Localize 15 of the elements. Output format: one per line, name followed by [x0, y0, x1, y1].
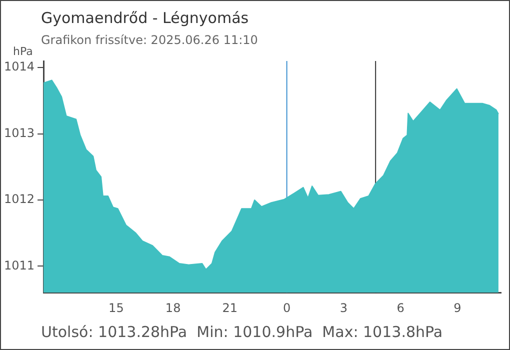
- x-tick-label: 9: [454, 300, 462, 315]
- y-tick-label: 1013: [4, 126, 35, 140]
- x-tick-label: 21: [222, 300, 238, 315]
- x-tick-label: 15: [108, 300, 124, 315]
- x-tick-label: 3: [340, 300, 348, 315]
- text: Utolsó: 1013.28hPa Min: 1010.9hPa Max: 1013.8hPa: [41, 323, 443, 341]
- y-tick-label: 1014: [4, 60, 35, 74]
- chart-subtitle: Grafikon frissítve: 2025.06.26 11:10: [41, 33, 258, 47]
- y-tick-label: 1011: [4, 258, 35, 272]
- x-tick-label: 18: [165, 300, 181, 315]
- x-tick-label: 6: [396, 300, 404, 315]
- y-axis-title: hPa: [13, 45, 33, 58]
- chart-title: Gyomaendrőd - Légnyomás: [41, 9, 249, 27]
- y-tick-label: 1012: [4, 192, 35, 206]
- x-tick-label: 0: [282, 300, 291, 315]
